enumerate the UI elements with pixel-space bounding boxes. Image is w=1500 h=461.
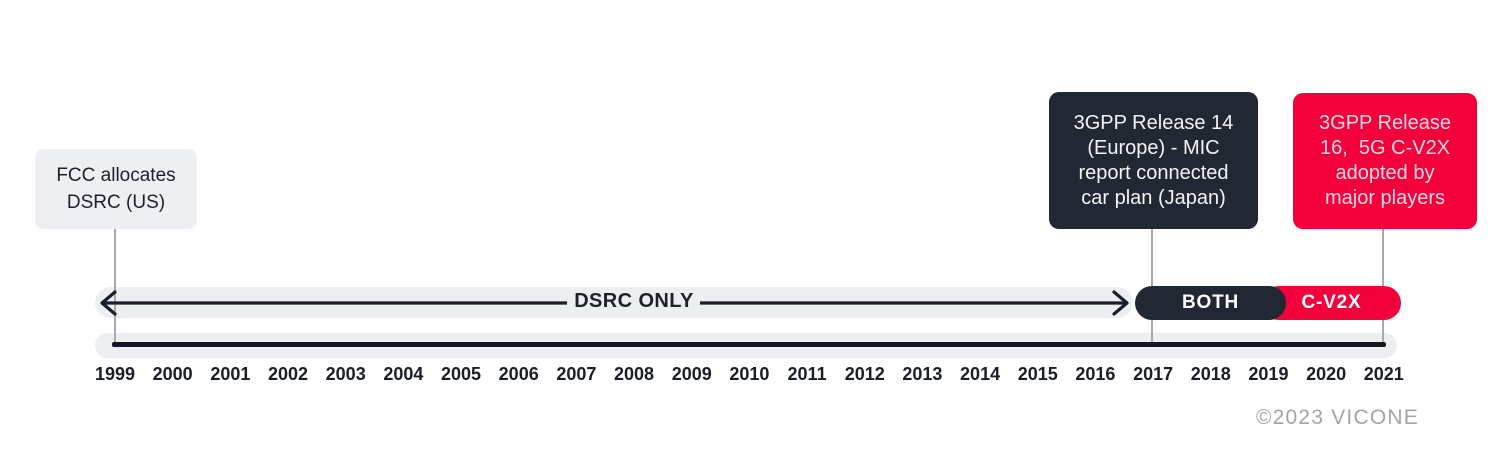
copyright-credit: ©2023 VICONE	[1256, 406, 1419, 429]
year-label: 2000	[152, 364, 193, 384]
year-label: 2008	[614, 364, 655, 384]
year-label: 2001	[210, 364, 251, 384]
year-label: 1999	[94, 364, 136, 384]
connector-line-1999	[114, 228, 116, 345]
annotation-3gpp-release-14: 3GPP Release 14 (Europe) - MIC report co…	[1049, 92, 1258, 229]
year-label: 2007	[556, 364, 597, 384]
year-label: 2002	[267, 364, 309, 384]
annotation-3gpp-release-16: 3GPP Release 16, 5G C-V2X adopted by maj…	[1293, 93, 1477, 229]
year-label: 2013	[902, 364, 943, 384]
year-label: 2015	[1017, 364, 1058, 384]
era-label-dsrc-only: DSRC ONLY	[574, 290, 694, 312]
year-label: 2014	[960, 364, 1001, 384]
year-label: 2017	[1133, 364, 1174, 384]
era-pill-both: BOTH	[1135, 286, 1286, 320]
year-label: 2005	[441, 364, 482, 384]
year-label: 2009	[671, 364, 712, 384]
year-label: 2019	[1248, 364, 1289, 384]
year-label: 2006	[498, 364, 539, 384]
year-label: 2018	[1190, 364, 1231, 384]
year-label: 2020	[1306, 364, 1347, 384]
year-label: 2021	[1363, 364, 1404, 384]
double-arrow	[100, 290, 1129, 316]
era-label-both: BOTH	[1181, 292, 1240, 313]
year-labels-row: 1999 2000 2001 2002 2003 2004 2005 2006 2007 2008…	[93, 364, 1406, 385]
year-label: 2010	[729, 364, 770, 384]
year-label: 2004	[383, 364, 424, 384]
timeline-axis	[112, 342, 1386, 347]
year-label: 2016	[1075, 364, 1116, 384]
year-label: 2011	[787, 364, 827, 384]
annotation-fcc-dsrc: FCC allocates DSRC (US)	[35, 149, 197, 229]
year-label: 2012	[844, 364, 885, 384]
year-label: 2003	[325, 364, 366, 384]
era-label-cv2x: C-V2X	[1301, 292, 1362, 313]
